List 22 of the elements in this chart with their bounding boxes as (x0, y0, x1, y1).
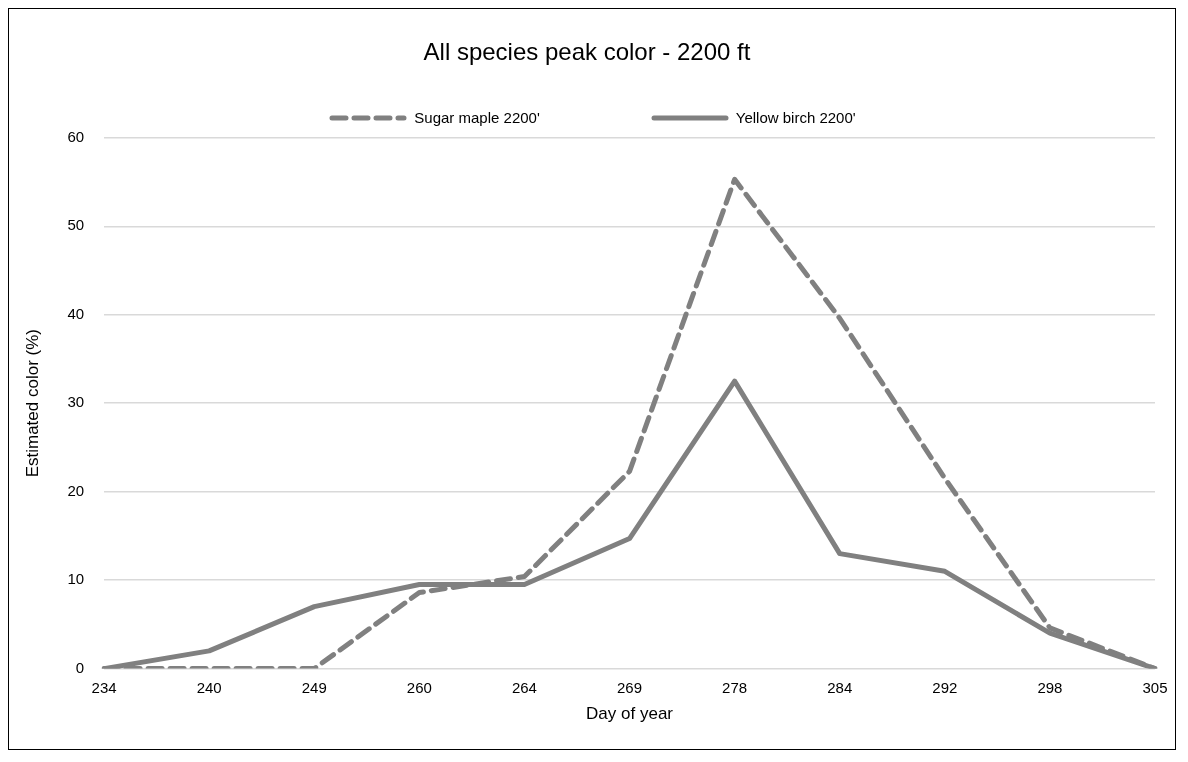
x-tick-label: 240 (196, 678, 222, 696)
y-tick-label: 30 (67, 393, 85, 411)
x-tick-label: 278 (722, 678, 748, 696)
y-tick-label: 0 (75, 658, 85, 676)
y-tick-label: 40 (67, 304, 85, 322)
y-axis-title: Estimated color (%) (22, 329, 42, 478)
x-tick-label: 260 (406, 678, 432, 696)
y-tick-label: 10 (67, 570, 85, 588)
legend-label: Yellow birch 2200' (735, 109, 856, 126)
x-tick-label: 234 (91, 678, 117, 696)
x-tick-label: 264 (511, 678, 537, 696)
y-tick-label: 60 (67, 127, 85, 145)
x-tick-label: 292 (932, 678, 958, 696)
x-tick-label: 298 (1037, 678, 1063, 696)
x-tick-label: 284 (827, 678, 853, 696)
x-tick-label: 269 (617, 678, 643, 696)
legend-label: Sugar maple 2200' (414, 109, 540, 126)
x-tick-label: 249 (301, 678, 327, 696)
y-tick-label: 20 (67, 481, 85, 499)
x-tick-label: 305 (1142, 678, 1168, 696)
y-tick-label: 50 (67, 216, 85, 234)
chart-title: All species peak color - 2200 ft (423, 38, 751, 66)
